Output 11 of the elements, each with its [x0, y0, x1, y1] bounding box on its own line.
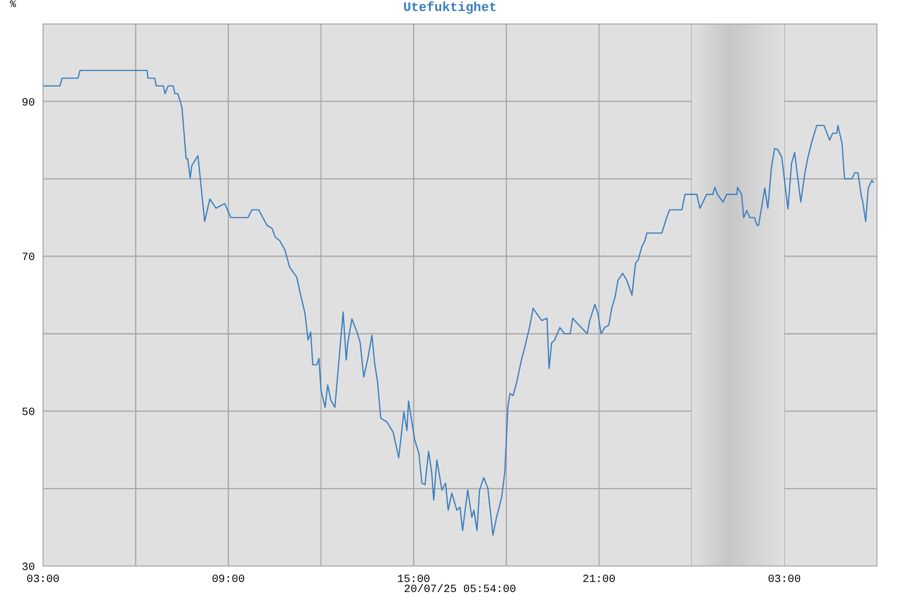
x-tick-label: 03:00 — [26, 574, 60, 586]
y-tick-label: 30 — [22, 562, 35, 574]
x-tick-label: 03:00 — [768, 574, 801, 586]
x-axis-title: 20/07/25 05:54:00 — [404, 584, 516, 596]
x-tick-label: 21:00 — [582, 574, 616, 586]
x-tick-label: 09:00 — [212, 574, 245, 586]
chart-title: Utefuktighet — [403, 0, 497, 15]
y-tick-label: 50 — [22, 407, 35, 420]
y-tick-label: 70 — [22, 252, 35, 264]
y-axis-title: % — [10, 0, 16, 11]
y-tick-label: 90 — [22, 97, 35, 110]
